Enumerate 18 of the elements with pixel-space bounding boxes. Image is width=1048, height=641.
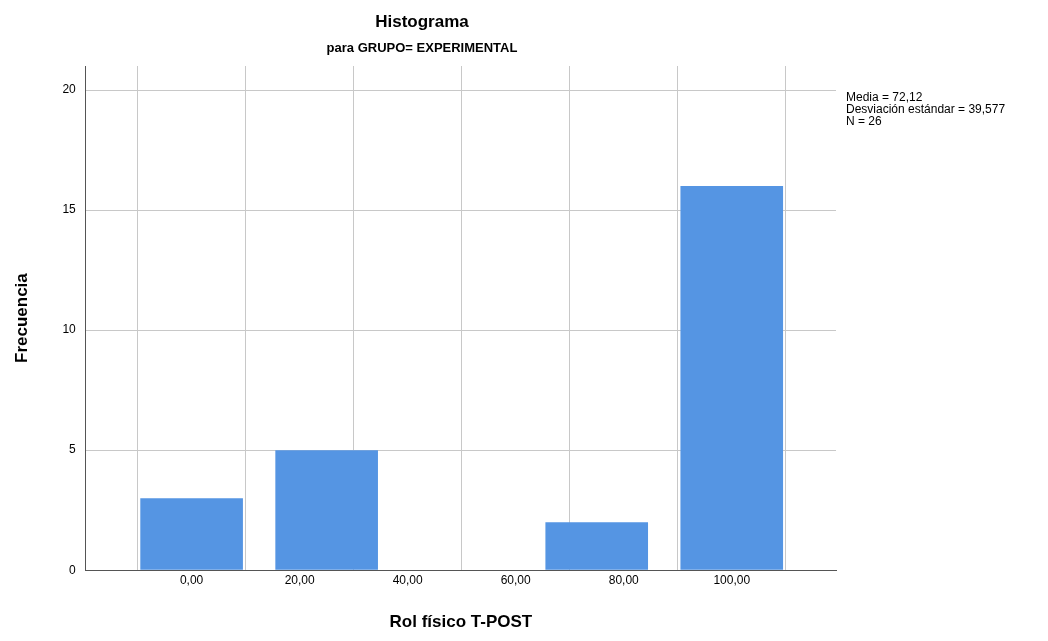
y-tick-label: 0 [69, 562, 77, 577]
y-tick-label: 20 [62, 82, 77, 97]
text: Desviación estándar = 39,577 [846, 102, 1006, 117]
chart-subtitle: para GRUPO= EXPERIMENTAL [326, 39, 518, 55]
y-tick-label: 5 [69, 442, 77, 457]
y-tick-label: 15 [62, 202, 77, 217]
x-tick-label: 80,00 [608, 572, 640, 587]
x-tick-label: 100,00 [713, 572, 751, 587]
x-tick-label: 0,00 [179, 572, 204, 587]
y-tick-label: 10 [62, 322, 77, 337]
chart-title: Histograma [375, 11, 470, 31]
x-axis-title: Rol físico T-POST [389, 612, 533, 632]
text: N = 26 [846, 114, 883, 129]
x-tick-label: 60,00 [500, 572, 532, 587]
y-axis-title: Frecuencia [11, 272, 31, 363]
x-tick-label: 20,00 [284, 572, 315, 587]
text: Media = 72,12 [846, 90, 923, 105]
x-tick-label: 40,00 [392, 572, 424, 587]
